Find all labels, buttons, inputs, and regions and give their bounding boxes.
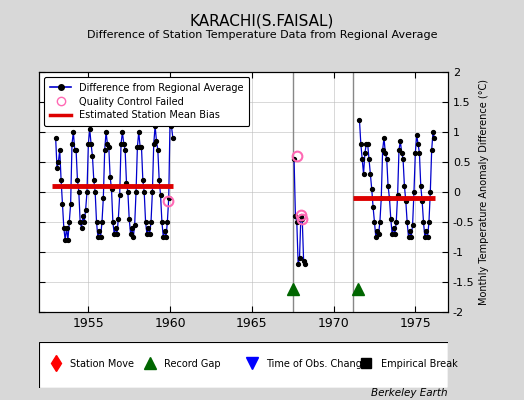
Text: Empirical Break: Empirical Break	[380, 359, 457, 369]
Text: KARACHI(S.FAISAL): KARACHI(S.FAISAL)	[190, 14, 334, 29]
Text: Station Move: Station Move	[70, 359, 134, 369]
Legend: Difference from Regional Average, Quality Control Failed, Estimated Station Mean: Difference from Regional Average, Qualit…	[44, 77, 249, 126]
Text: Berkeley Earth: Berkeley Earth	[372, 388, 448, 398]
Y-axis label: Monthly Temperature Anomaly Difference (°C): Monthly Temperature Anomaly Difference (…	[478, 79, 489, 305]
Text: Difference of Station Temperature Data from Regional Average: Difference of Station Temperature Data f…	[87, 30, 437, 40]
FancyBboxPatch shape	[39, 342, 448, 388]
Text: Record Gap: Record Gap	[164, 359, 221, 369]
Text: Time of Obs. Change: Time of Obs. Change	[266, 359, 368, 369]
